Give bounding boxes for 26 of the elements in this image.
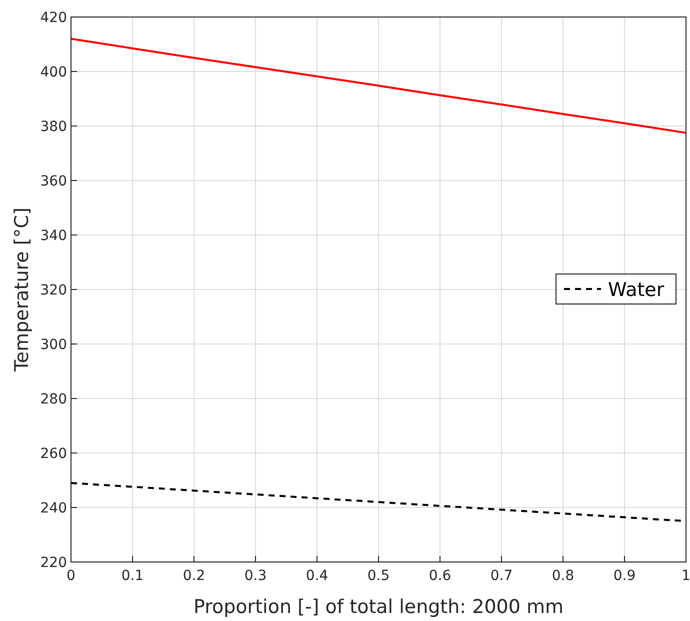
y-tick-label: 240 (40, 500, 67, 516)
x-tick-label: 0.9 (613, 568, 636, 584)
x-tick-label: 0.3 (244, 568, 267, 584)
y-tick-label: 260 (40, 446, 67, 462)
y-tick-label: 220 (40, 555, 67, 571)
y-tick-label: 300 (40, 337, 67, 353)
x-tick-label: 0.4 (306, 568, 328, 584)
x-tick-label: 0.7 (490, 568, 513, 584)
y-tick-label: 400 (40, 64, 67, 80)
y-axis-title: Temperature [°C] (11, 208, 33, 372)
x-tick-label: 0.5 (367, 568, 390, 584)
x-tick-label: 0 (66, 568, 76, 584)
x-tick-label: 0.1 (121, 568, 144, 584)
x-tick-label: 0.6 (428, 568, 452, 584)
y-tick-label: 320 (40, 282, 67, 298)
y-tick-label: 420 (40, 10, 67, 26)
legend-label: Water (608, 279, 664, 301)
x-tick-label: 0.8 (552, 568, 574, 584)
y-tick-label: 280 (40, 392, 67, 408)
x-tick-label: 1 (682, 568, 690, 584)
y-tick-label: 380 (40, 119, 67, 135)
y-tick-label: 340 (40, 228, 67, 244)
x-axis-title: Proportion [-] of total length: 2000 mm (193, 596, 564, 618)
y-tick-label: 360 (40, 174, 67, 190)
line-series (70, 38, 687, 134)
x-tick-label: 0.2 (182, 568, 206, 584)
